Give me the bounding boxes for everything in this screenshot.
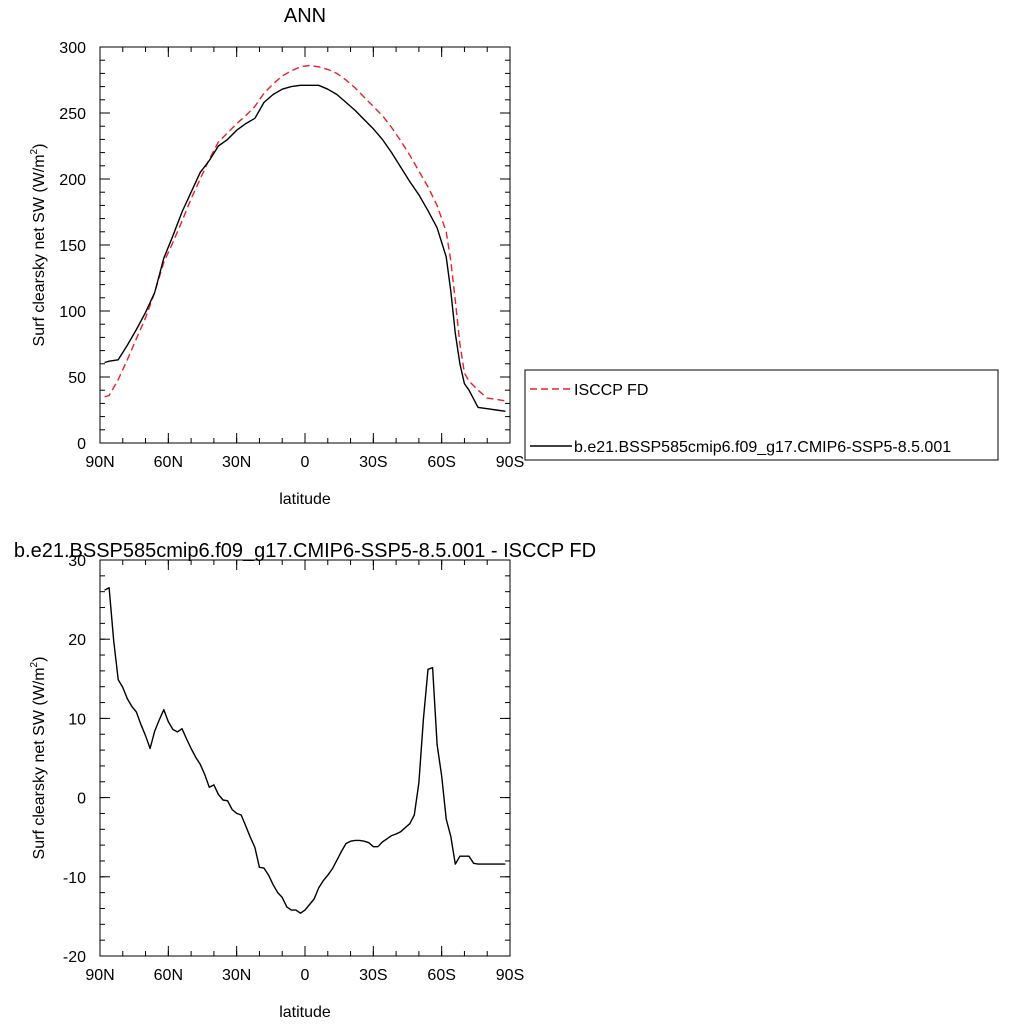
y-tick-label: 250 <box>59 106 86 123</box>
y-tick-label: 200 <box>59 172 86 189</box>
panel-bottom-ylabel-close: ) <box>31 657 48 662</box>
panel-bottom-series <box>104 587 506 914</box>
panel-top-xlabel: latitude <box>279 491 331 508</box>
panel-top-ylabel-main: Surf clearsky net SW (W/m <box>31 154 48 346</box>
panel-bottom: b.e21.BSSP585cmip6.f09_g17.CMIP6-SSP5-8.… <box>14 540 596 1021</box>
y-tick-label: 10 <box>68 711 86 728</box>
y-tick-label: 100 <box>59 304 86 321</box>
panel-top-series <box>104 64 506 412</box>
panel-bottom-frame <box>99 559 511 957</box>
x-tick-label: 30N <box>222 967 251 984</box>
panel-bottom-xlabel: latitude <box>279 1004 331 1021</box>
legend-label-obs: ISCCP FD <box>574 382 648 399</box>
panel-bottom-ylabel-main: Surf clearsky net SW (W/m <box>31 667 48 859</box>
panel-top-ticks: 90N 60N 30N 0 30S 60S 90S 0 50 100 150 200 250 300 <box>59 40 524 471</box>
x-tick-label: 0 <box>301 454 310 471</box>
y-tick-label: 20 <box>68 632 86 649</box>
y-tick-label: 150 <box>59 238 86 255</box>
x-tick-label: 30N <box>222 454 251 471</box>
y-tick-label: 300 <box>59 40 86 57</box>
x-tick-label: 0 <box>301 967 310 984</box>
y-tick-label: 0 <box>77 436 86 453</box>
x-tick-label: 90S <box>496 967 524 984</box>
series-line-model <box>104 587 506 914</box>
y-tick-label: 50 <box>68 370 86 387</box>
x-tick-label: 90S <box>496 454 524 471</box>
x-tick-label: 30S <box>359 454 387 471</box>
panel-top: ANN 90N 60N 30N 0 30S 60S 90S 0 50 100 150 200 250 30… <box>29 5 999 508</box>
x-tick-label: 90N <box>85 454 114 471</box>
y-tick-label: -10 <box>63 870 86 887</box>
x-tick-label: 90N <box>85 967 114 984</box>
x-tick-label: 30S <box>359 967 387 984</box>
legend: ISCCP FD b.e21.BSSP585cmip6.f09_g17.CMIP… <box>524 369 999 461</box>
x-tick-label: 60N <box>154 967 183 984</box>
panel-top-ylabel: Surf clearsky net SW (W/m2) <box>29 144 48 347</box>
legend-box <box>524 369 999 461</box>
panel-bottom-ylabel: Surf clearsky net SW (W/m2) <box>29 657 48 860</box>
series-line-model <box>104 84 506 412</box>
series-line-obs <box>104 64 506 402</box>
panel-bottom-ylabel-sup: 2 <box>29 661 40 667</box>
panel-bottom-title: b.e21.BSSP585cmip6.f09_g17.CMIP6-SSP5-8.… <box>14 540 596 562</box>
panel-bottom-ticks: 90N 60N 30N 0 30S 60S 90S -20 -10 0 10 20 30 <box>63 553 524 984</box>
x-tick-label: 60S <box>427 454 455 471</box>
panel-top-ylabel-sup: 2 <box>29 148 40 154</box>
legend-label-model: b.e21.BSSP585cmip6.f09_g17.CMIP6-SSP5-8.… <box>574 439 951 456</box>
panel-top-ylabel-close: ) <box>31 144 48 149</box>
x-tick-label: 60N <box>154 454 183 471</box>
panel-top-title: ANN <box>284 5 326 27</box>
x-tick-label: 60S <box>427 967 455 984</box>
panel-top-frame <box>99 46 511 444</box>
y-tick-label: -20 <box>63 949 86 966</box>
y-tick-label: 30 <box>68 553 86 570</box>
y-tick-label: 0 <box>77 791 86 808</box>
